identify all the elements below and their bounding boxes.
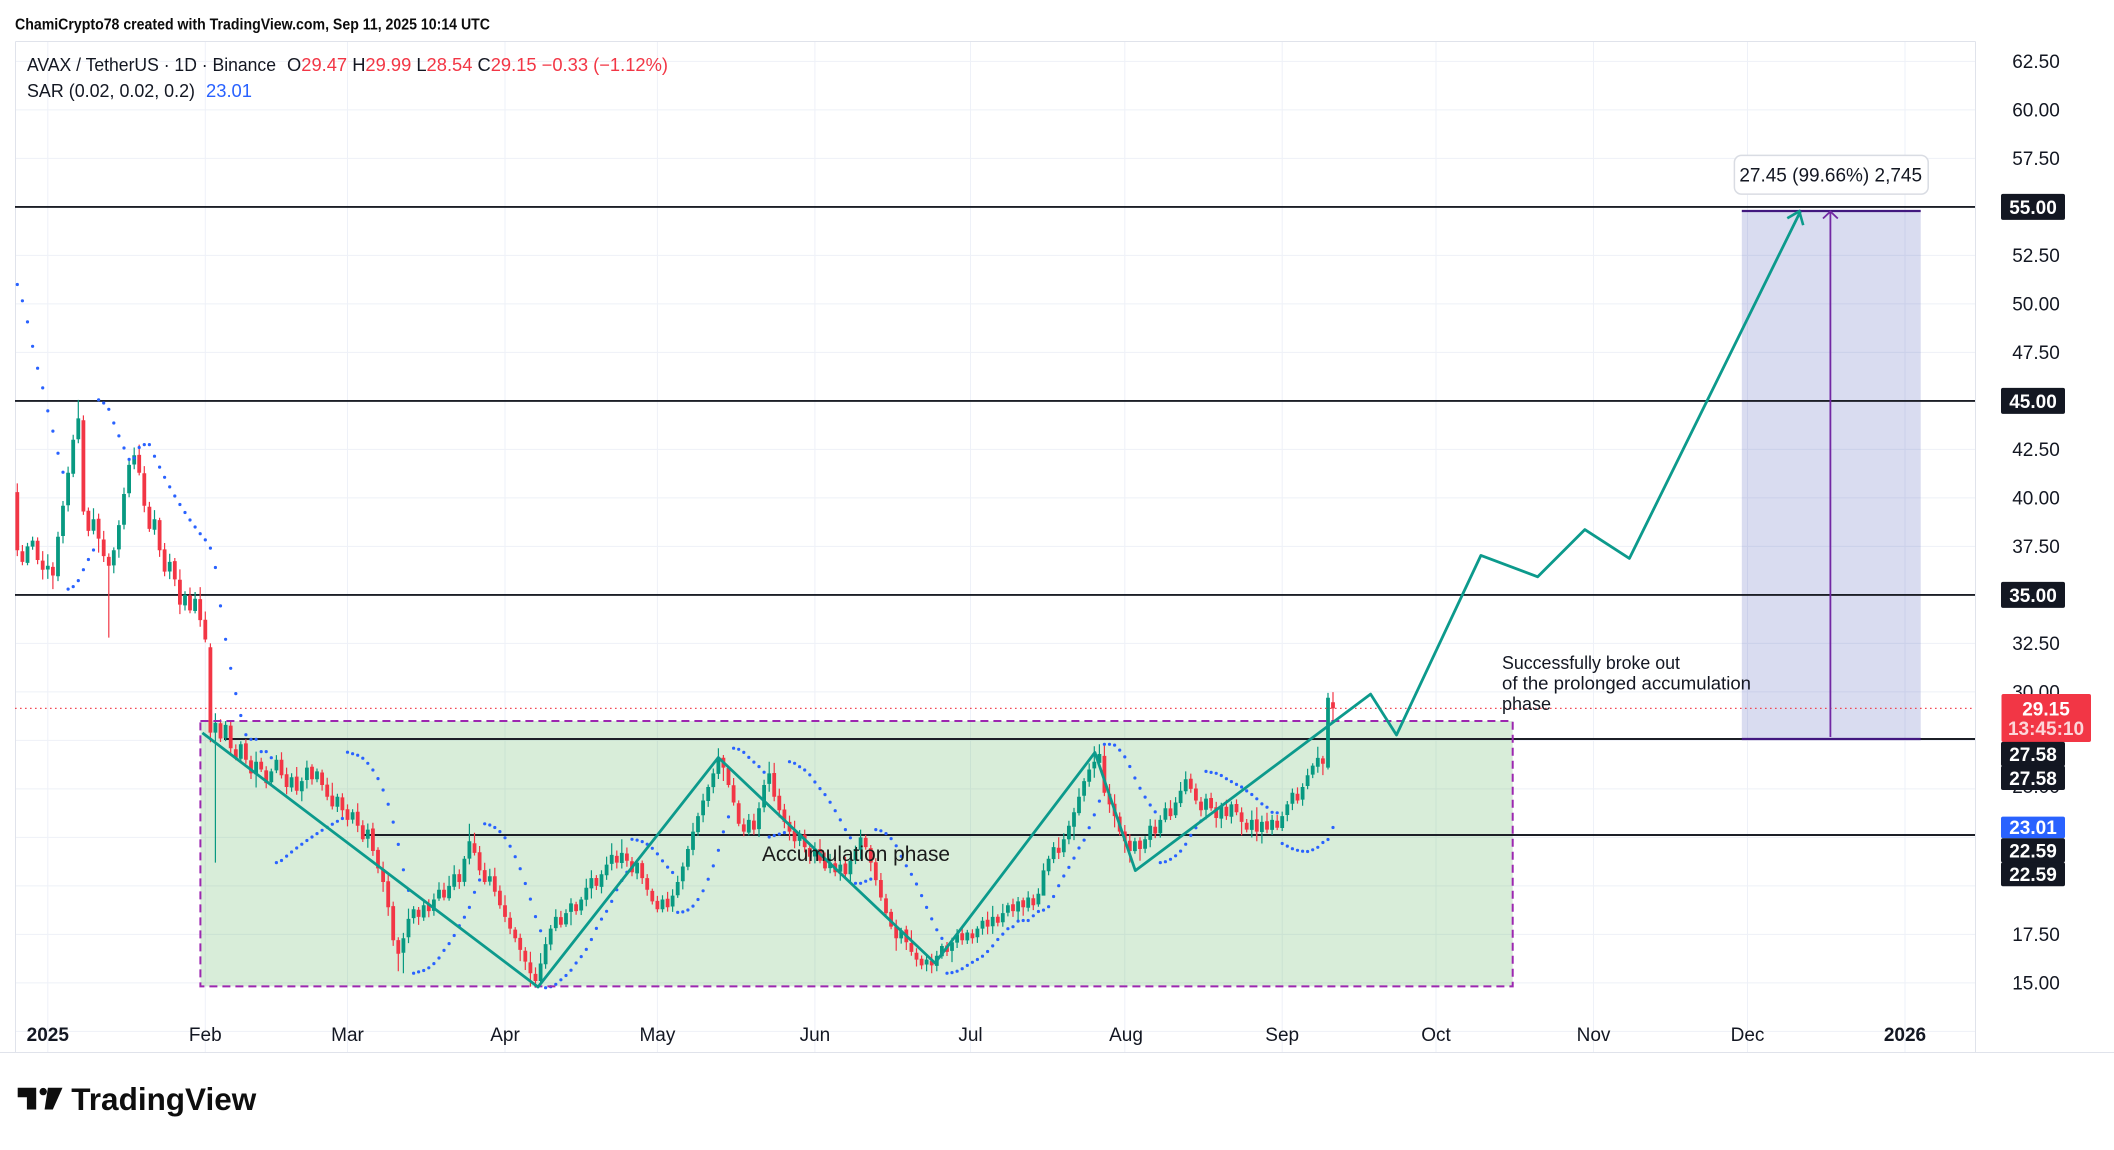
- svg-text:Aug: Aug: [1109, 1025, 1143, 1046]
- svg-text:40.00: 40.00: [2012, 489, 2060, 510]
- svg-text:2026: 2026: [1884, 1025, 1926, 1046]
- svg-text:Nov: Nov: [1577, 1025, 1611, 1046]
- svg-text:AVAX / TetherUS · 1D · Binance: AVAX / TetherUS · 1D · Binance: [27, 55, 276, 75]
- svg-text:Sep: Sep: [1265, 1025, 1299, 1046]
- svg-text:27.58: 27.58: [2009, 769, 2057, 790]
- svg-text:Successfully broke out: Successfully broke out: [1502, 653, 1680, 673]
- svg-text:27.58: 27.58: [2009, 745, 2057, 766]
- svg-text:May: May: [639, 1025, 675, 1046]
- svg-text:52.50: 52.50: [2012, 246, 2060, 267]
- svg-text:50.00: 50.00: [2012, 295, 2060, 316]
- svg-text:Feb: Feb: [189, 1025, 222, 1046]
- svg-text:SAR (0.02, 0.02, 0.2): SAR (0.02, 0.02, 0.2): [27, 81, 195, 101]
- svg-text:Apr: Apr: [490, 1025, 520, 1046]
- svg-text:Jul: Jul: [958, 1025, 982, 1046]
- svg-text:62.50: 62.50: [2012, 52, 2060, 73]
- svg-text:57.50: 57.50: [2012, 149, 2060, 170]
- svg-text:55.00: 55.00: [2009, 198, 2057, 219]
- svg-text:35.00: 35.00: [2009, 586, 2057, 607]
- svg-text:22.59: 22.59: [2009, 865, 2057, 886]
- svg-text:17.50: 17.50: [2012, 925, 2060, 946]
- svg-text:27.45 (99.66%) 2,745: 27.45 (99.66%) 2,745: [1739, 166, 1922, 187]
- svg-text:47.50: 47.50: [2012, 343, 2060, 364]
- svg-text:Accumulation phase: Accumulation phase: [762, 843, 950, 866]
- svg-text:Jun: Jun: [800, 1025, 831, 1046]
- svg-text:23.01: 23.01: [2009, 818, 2057, 839]
- svg-text:phase: phase: [1502, 694, 1551, 714]
- svg-text:23.01: 23.01: [206, 81, 252, 101]
- svg-text:13:45:10: 13:45:10: [2008, 719, 2084, 740]
- svg-text:42.50: 42.50: [2012, 440, 2060, 461]
- svg-text:29.15: 29.15: [2022, 699, 2070, 720]
- svg-text:45.00: 45.00: [2009, 392, 2057, 413]
- svg-text:32.50: 32.50: [2012, 634, 2060, 655]
- svg-text:2025: 2025: [27, 1025, 70, 1046]
- svg-text:22.59: 22.59: [2009, 841, 2057, 862]
- svg-text:O29.47 H29.99 L28.54 C29.15 −0: O29.47 H29.99 L28.54 C29.15 −0.33 (−1.12…: [287, 55, 668, 75]
- svg-text:37.50: 37.50: [2012, 537, 2060, 558]
- svg-text:15.00: 15.00: [2012, 974, 2060, 995]
- svg-text:of the prolonged accumulation: of the prolonged accumulation: [1502, 674, 1751, 694]
- svg-text:TradingView: TradingView: [71, 1081, 256, 1117]
- svg-text:60.00: 60.00: [2012, 101, 2060, 122]
- svg-text:Dec: Dec: [1731, 1025, 1765, 1046]
- svg-text:Oct: Oct: [1421, 1025, 1451, 1046]
- svg-text:ChamiCrypto78 created with Tra: ChamiCrypto78 created with TradingView.c…: [15, 17, 490, 34]
- svg-text:Mar: Mar: [331, 1025, 364, 1046]
